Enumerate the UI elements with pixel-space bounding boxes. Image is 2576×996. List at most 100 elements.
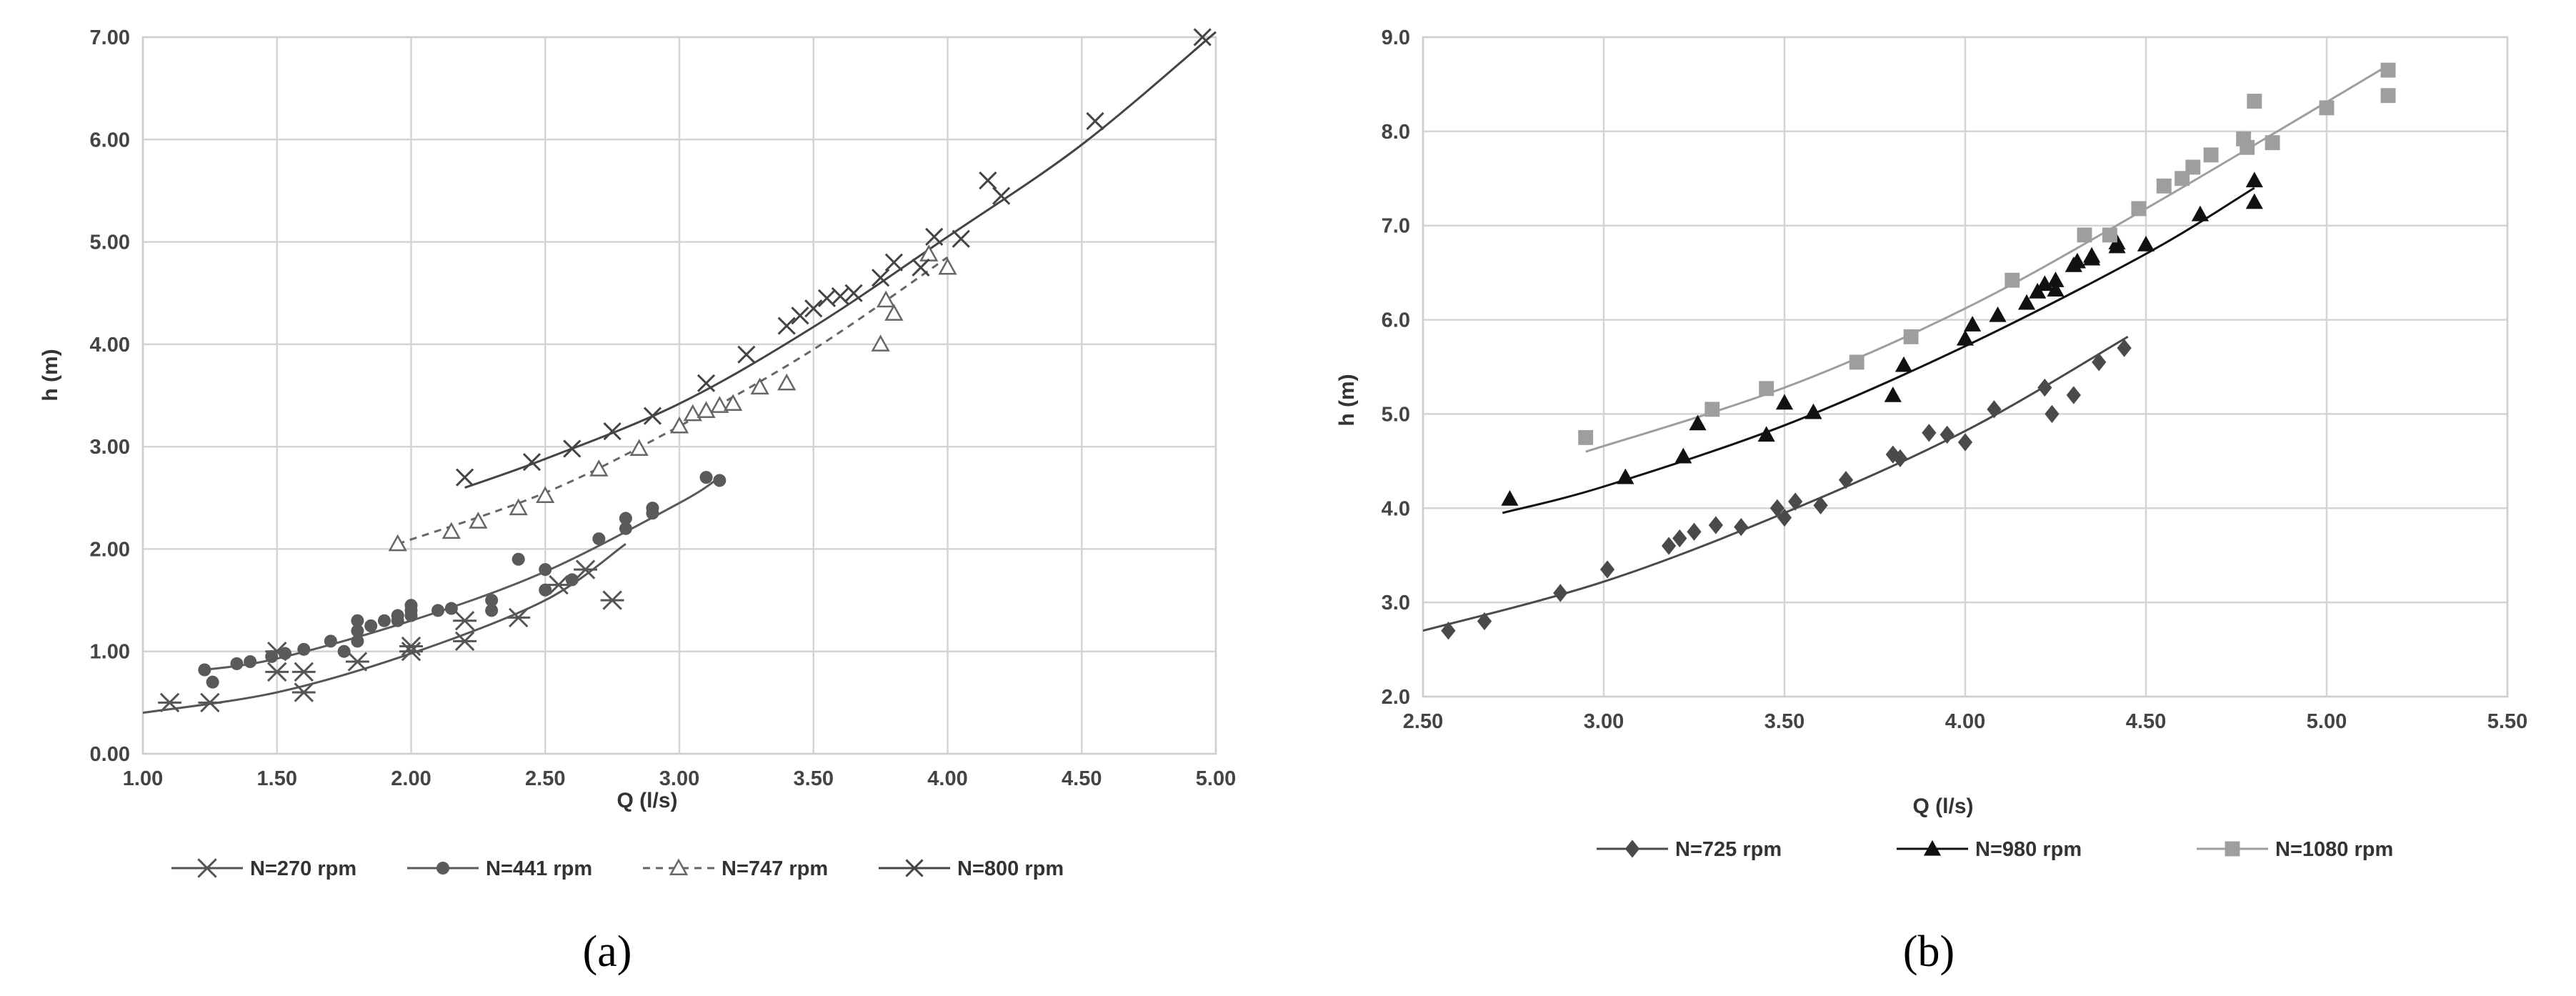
chart-a-y-tick-label: 3.00 — [90, 436, 130, 459]
chart-b-legend-label: N=725 rpm — [1675, 838, 1782, 861]
chart-a-point-series-3 — [925, 227, 944, 246]
chart-a-point-series-3 — [737, 345, 756, 364]
chart-a-point-series-1 — [198, 663, 211, 677]
chart-b-caption: (b) — [1903, 927, 1955, 976]
chart-a-legend-marker — [436, 861, 450, 875]
chart-a: 1.00 1.50 2.00 2.50 3.00 3.50 4.00 4.50 5.00 0.0… — [39, 26, 1236, 976]
chart-a-y-tick-label: 6.00 — [90, 129, 130, 151]
chart-b-y-tick-label: 5.0 — [1382, 403, 1410, 426]
chart-b-y-tick-label: 2.0 — [1382, 686, 1410, 709]
chart-b-point-series-1 — [1964, 316, 1982, 332]
chart-b-point-series-1 — [2191, 205, 2209, 221]
chart-b-point-series-2 — [2380, 62, 2396, 78]
chart-a-x-tick-label: 3.00 — [659, 767, 699, 790]
chart-a-markers — [158, 28, 1212, 713]
chart-b-x-tick-label: 4.50 — [2126, 710, 2166, 733]
chart-a-point-series-1 — [391, 609, 404, 622]
chart-a-point-series-1 — [278, 647, 292, 660]
chart-a-grid — [141, 36, 1217, 755]
chart-a-point-series-1 — [206, 675, 219, 689]
chart-a-point-series-1 — [485, 594, 499, 607]
chart-a-point-series-3 — [1193, 28, 1212, 46]
chart-b-plot-frame — [1422, 36, 2509, 698]
chart-b-point-series-2 — [1849, 354, 1864, 370]
chart-b-x-tick-label: 5.00 — [2307, 710, 2347, 733]
chart-a-legend-label: N=800 rpm — [957, 857, 1064, 880]
chart-b-legend-marker — [1923, 840, 1942, 856]
chart-b-point-series-1 — [2245, 171, 2263, 188]
chart-b-point-series-0 — [1708, 516, 1723, 534]
chart-a-caption: (a) — [583, 927, 632, 976]
chart-a-point-series-1 — [297, 642, 311, 656]
chart-b-point-series-2 — [1759, 381, 1774, 397]
chart-b-point-series-2 — [2077, 227, 2092, 243]
chart-b-point-series-0 — [1687, 522, 1702, 541]
chart-b-point-series-0 — [1477, 612, 1492, 631]
chart-a-legend-item-3: N=800 rpm — [879, 857, 1064, 880]
chart-b-x-tick-label: 3.00 — [1584, 710, 1624, 733]
chart-a-point-series-0 — [453, 631, 477, 652]
chart-b-point-series-0 — [1957, 433, 1973, 452]
chart-a-point-series-0 — [506, 607, 531, 628]
chart-b-point-series-0 — [1892, 449, 1908, 468]
chart-a-point-series-1 — [324, 634, 337, 648]
chart-a-point-series-1 — [619, 512, 632, 525]
chart-b-legend-item-1: N=980 rpm — [1897, 838, 2082, 861]
chart-b-point-series-0 — [1777, 508, 1792, 527]
chart-b-point-series-1 — [1689, 414, 1707, 431]
chart-a-point-series-2 — [750, 377, 769, 395]
chart-a-point-series-2 — [884, 304, 904, 321]
chart-a-point-series-2 — [871, 334, 890, 352]
chart-b-x-tick-label: 2.50 — [1403, 710, 1443, 733]
chart-a-point-series-1 — [713, 474, 727, 487]
chart-a-point-series-1 — [539, 563, 552, 577]
chart-b-point-series-0 — [1661, 537, 1677, 555]
chart-b-y-tick-label: 7.0 — [1382, 215, 1410, 238]
chart-b-legend-marker — [1624, 840, 1640, 858]
chart-a-plot-frame — [141, 36, 1217, 755]
chart-a-point-series-1 — [511, 552, 525, 566]
chart-b-point-series-0 — [1838, 471, 1854, 489]
chart-a-legend-marker — [669, 858, 689, 876]
chart-a-y-tick-label: 0.00 — [90, 743, 130, 766]
chart-a-legend-item-0: N=270 rpm — [171, 857, 356, 880]
chart-a-point-series-1 — [351, 634, 364, 648]
chart-b-point-series-2 — [2175, 171, 2190, 186]
chart-a-point-series-2 — [877, 290, 896, 308]
chart-a-x-tick-label: 1.00 — [123, 767, 163, 790]
chart-a-point-series-0 — [158, 692, 181, 713]
chart-a-point-series-1 — [351, 624, 364, 638]
chart-a-point-series-2 — [723, 394, 743, 412]
chart-b-legend-item-2: N=1080 rpm — [2197, 838, 2393, 861]
chart-a-point-series-2 — [509, 498, 528, 516]
chart-a-legend-label: N=441 rpm — [486, 857, 592, 880]
chart-a-legend: N=270 rpm N=441 rpm N=747 rpm N=800 rpm — [171, 857, 1064, 880]
chart-a-point-series-2 — [536, 486, 555, 503]
chart-a-point-series-0 — [574, 559, 598, 579]
chart-b-y-ticks: 2.0 3.0 4.0 5.0 6.0 7.0 8.0 9.0 — [1382, 26, 1410, 709]
chart-a-point-series-3 — [522, 453, 541, 472]
chart-b-y-tick-label: 6.0 — [1382, 309, 1410, 332]
chart-a-point-series-3 — [455, 468, 474, 487]
chart-a-point-series-1 — [265, 649, 279, 663]
chart-b-x-axis-title: Q (l/s) — [1912, 795, 1973, 818]
chart-a-x-ticks: 1.00 1.50 2.00 2.50 3.00 3.50 4.00 4.50 5.00 — [123, 767, 1236, 790]
chart-a-point-series-2 — [441, 522, 461, 539]
chart-b-point-series-0 — [1922, 424, 1937, 442]
chart-a-x-tick-label: 4.50 — [1062, 767, 1102, 790]
chart-b-point-series-2 — [1704, 402, 1720, 417]
chart-b-point-series-2 — [1578, 429, 1594, 445]
chart-a-point-series-0 — [198, 692, 222, 713]
chart-b-point-series-0 — [2092, 353, 2107, 372]
chart-a-point-series-2 — [469, 512, 488, 529]
chart-b-point-series-0 — [2037, 378, 2052, 397]
chart-b-point-series-0 — [1987, 400, 2002, 419]
chart-a-point-series-3 — [844, 284, 863, 302]
chart-a-point-series-0 — [291, 682, 316, 702]
chart-b-x-ticks: 2.50 3.00 3.50 4.00 4.50 5.00 5.50 — [1403, 710, 2527, 733]
chart-a-point-series-2 — [697, 401, 716, 419]
chart-b-legend: N=725 rpm N=980 rpm N=1080 rpm — [1597, 838, 2393, 861]
chart-a-point-series-0 — [399, 636, 423, 657]
chart-a-y-tick-label: 1.00 — [90, 641, 130, 664]
chart-a-point-series-1 — [351, 614, 364, 627]
